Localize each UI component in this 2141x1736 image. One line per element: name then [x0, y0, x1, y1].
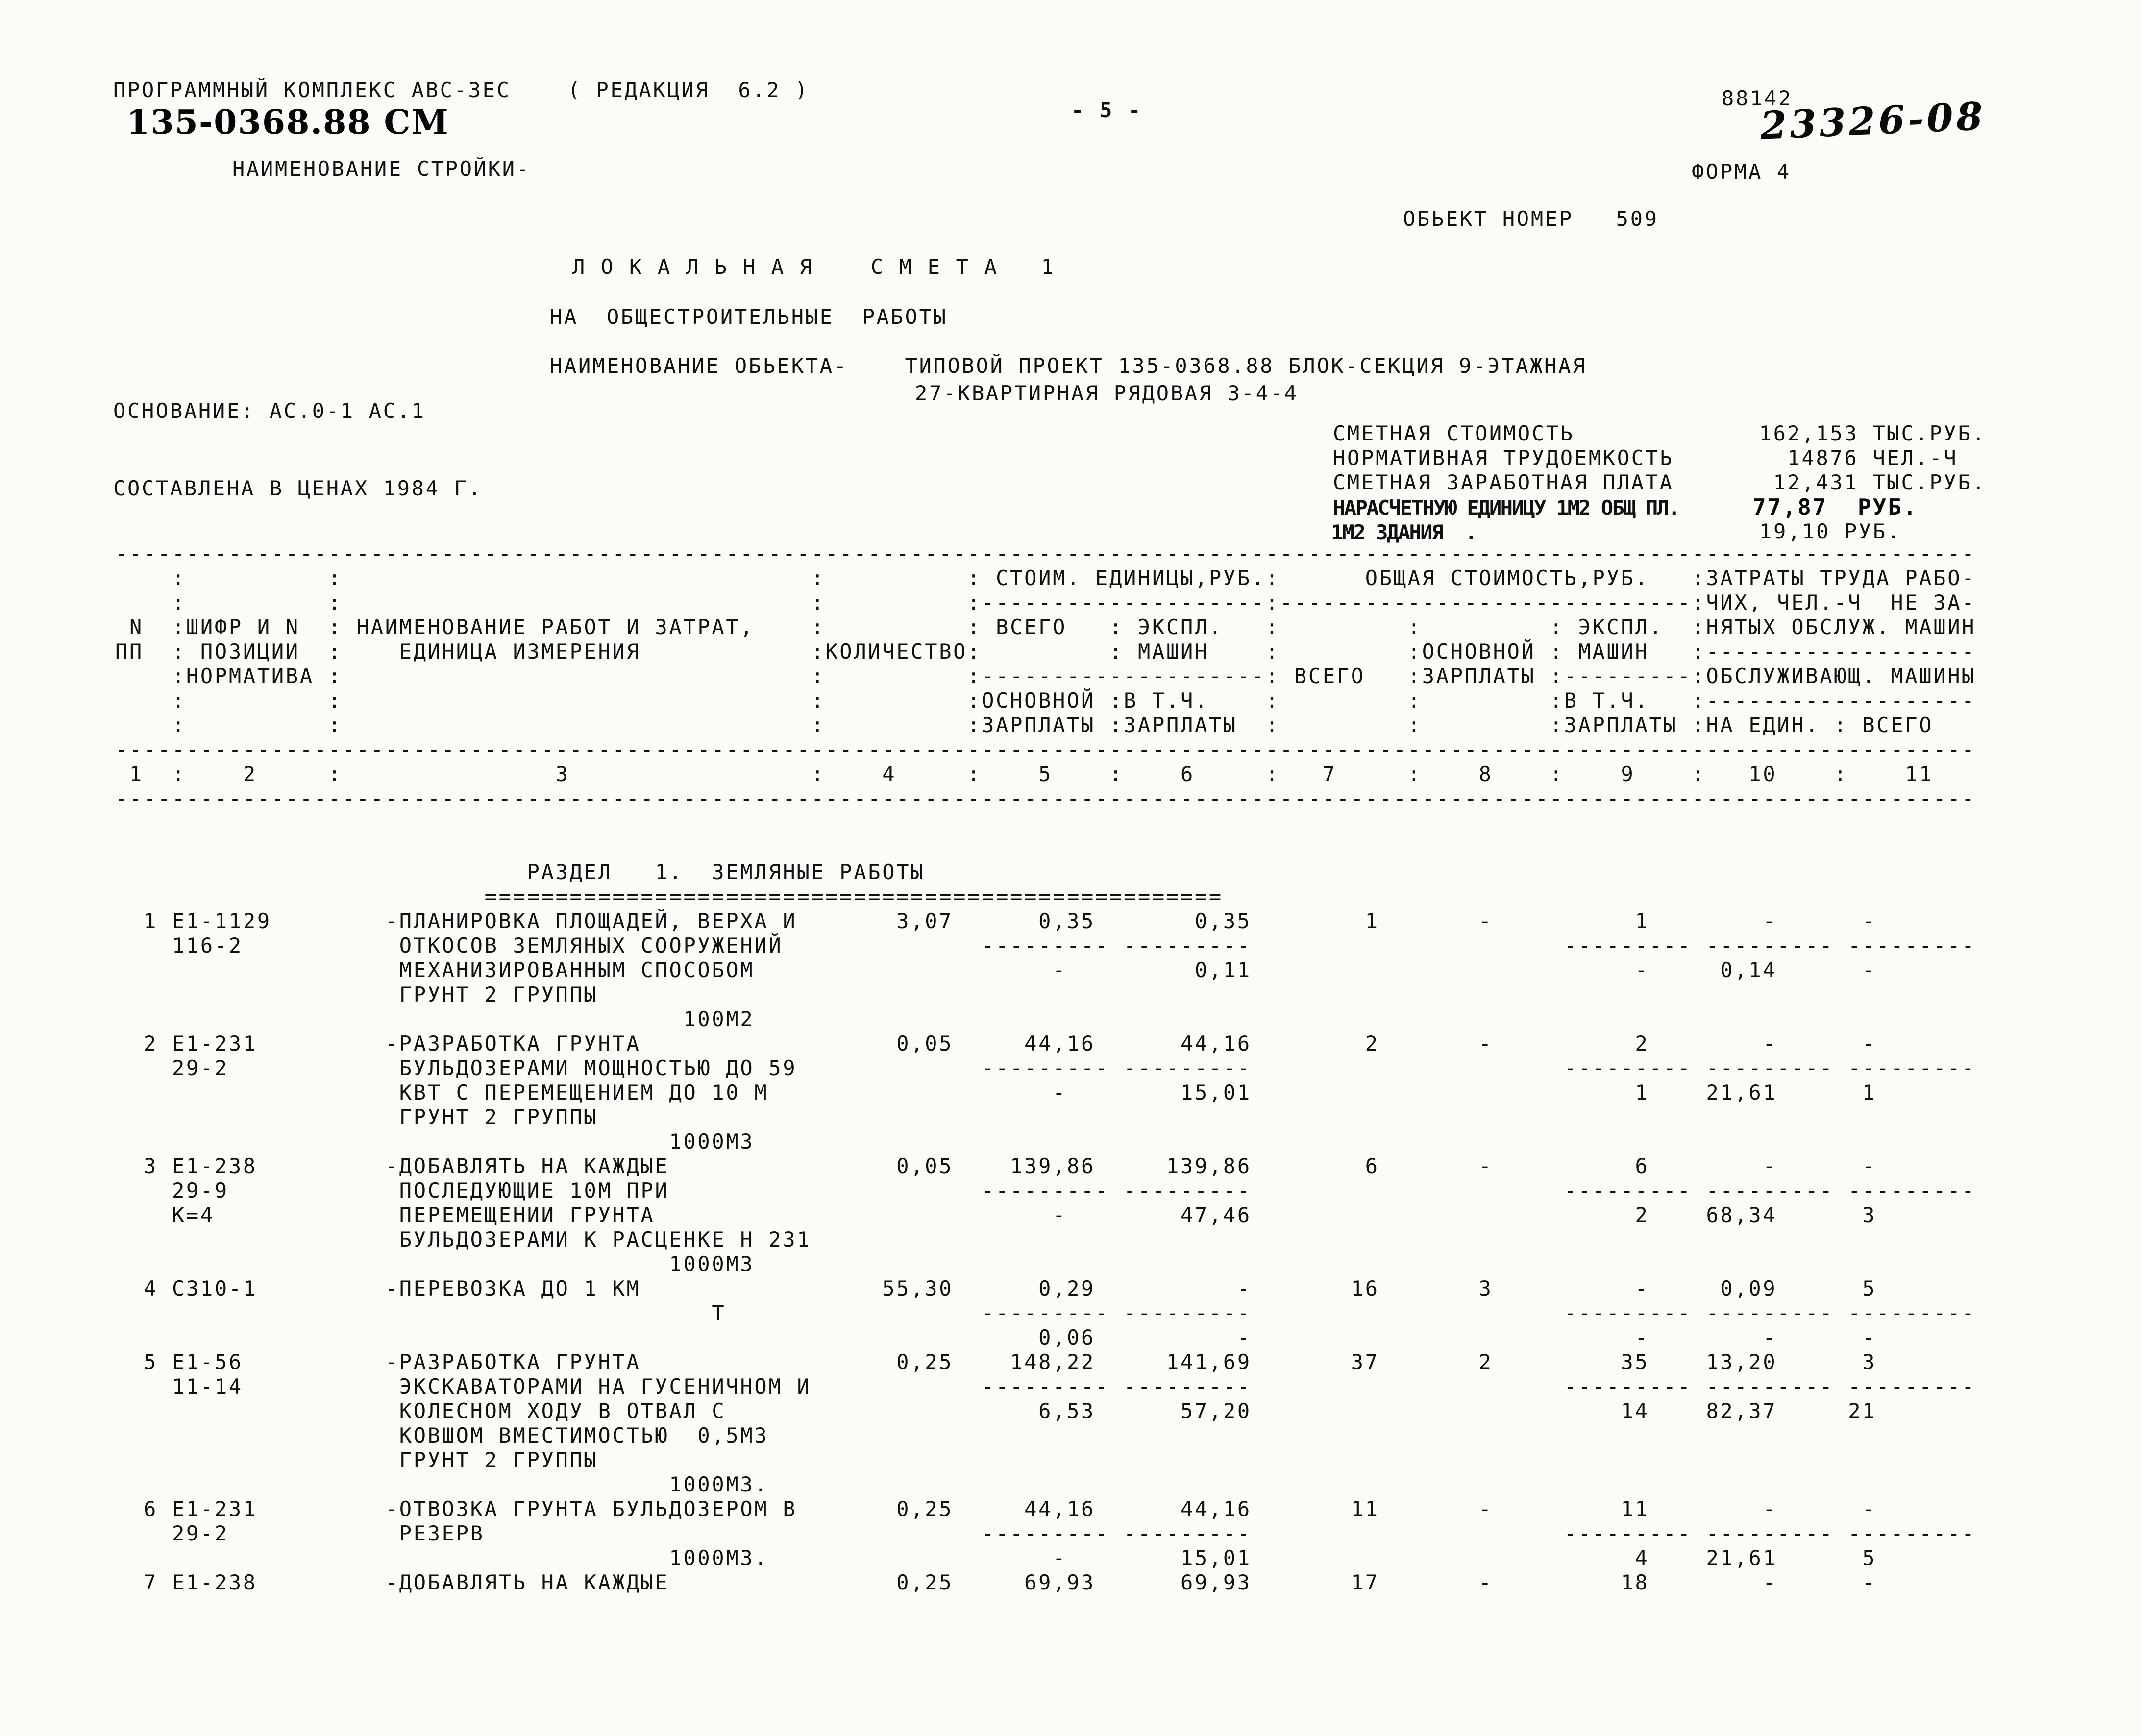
table-line: МЕХАНИЗИРОВАННЫМ СПОСОБОМ - 0,11 - 0,14 …: [115, 958, 1976, 982]
table-line: К=4 ПЕРЕМЕЩЕНИИ ГРУНТА - 47,46 2 68,34 3: [115, 1203, 1976, 1227]
table-line: 29-9 ПОСЛЕДУЮЩИЕ 10М ПРИ --------- -----…: [115, 1178, 1976, 1202]
table-line: ГРУНТ 2 ГРУППЫ: [115, 1105, 1976, 1129]
unit-cost2-value: 19,10 РУБ.: [1759, 519, 1901, 543]
table-line: 1 : 2 : 3 : 4 : 5 : 6 : 7 : 8 : 9 : 10 :…: [115, 762, 1976, 786]
table-line: 5 Е1-56 -РАЗРАБОТКА ГРУНТА 0,25 148,22 1…: [115, 1350, 1976, 1374]
table-line: [115, 835, 1976, 860]
table-line: 4 С310-1 -ПЕРЕВОЗКА ДО 1 КМ 55,30 0,29 -…: [115, 1276, 1976, 1300]
table-line: 0,06 - - - -: [115, 1325, 1976, 1349]
table-line: ----------------------------------------…: [115, 541, 1976, 565]
object-number: ОБЬЕКТ НОМЕР 509: [1403, 207, 1659, 231]
prices-line: СОСТАВЛЕНА В ЦЕНАХ 1984 Г.: [113, 476, 483, 500]
table-line: 116-2 ОТКОСОВ ЗЕМЛЯНЫХ СООРУЖЕНИЙ ------…: [115, 933, 1976, 957]
table-line: 6 Е1-231 -ОТВОЗКА ГРУНТА БУЛЬДОЗЕРОМ В 0…: [115, 1497, 1976, 1521]
table-line: ГРУНТ 2 ГРУППЫ: [115, 1448, 1976, 1472]
table-line: РАЗДЕЛ 1. ЗЕМЛЯНЫЕ РАБОТЫ: [115, 860, 1976, 884]
table-line: :НОРМАТИВА : : :--------------------: ВС…: [115, 664, 1976, 688]
table-line: 3 Е1-238 -ДОБАВЛЯТЬ НА КАЖДЫЕ 0,05 139,8…: [115, 1154, 1976, 1178]
table-line: Т --------- --------- --------- --------…: [115, 1301, 1976, 1325]
table-line: 100М2: [115, 1007, 1976, 1031]
table-line: КОВШОМ ВМЕСТИМОСТЬЮ 0,5М3: [115, 1423, 1976, 1447]
table-line: 29-2 РЕЗЕРВ --------- --------- --------…: [115, 1521, 1976, 1545]
stroyka-label: НАИМЕНОВАНИЕ СТРОЙКИ-: [232, 157, 531, 181]
cost-block: СМЕТНАЯ СТОИМОСТЬ 162,153 ТЫС.РУБ. НОРМА…: [1333, 421, 1986, 495]
table-line: ----------------------------------------…: [115, 786, 1976, 810]
estimate-table: ----------------------------------------…: [115, 541, 1976, 1595]
table-line: : : : :ОСНОВНОЙ :В Т.Ч. : : :В Т.Ч. :---…: [115, 688, 1976, 712]
object-line-1: НАИМЕНОВАНИЕ ОБЬЕКТА- ТИПОВОЙ ПРОЕКТ 135…: [550, 354, 1587, 378]
table-line: 1000М3: [115, 1129, 1976, 1153]
table-line: 11-14 ЭКСКАВАТОРАМИ НА ГУСЕНИЧНОМ И ----…: [115, 1374, 1976, 1398]
table-line: 1000М3. - 15,01 4 21,61 5: [115, 1546, 1976, 1570]
table-line: ГРУНТ 2 ГРУППЫ: [115, 982, 1976, 1006]
doc-code-stamp: 135-0368.88 СМ: [126, 103, 449, 142]
table-line: КОЛЕСНОМ ХОДУ В ОТВАЛ С 6,53 57,20 14 82…: [115, 1399, 1976, 1423]
table-line: 1000М3.: [115, 1472, 1976, 1496]
cost-line: СМЕТНАЯ СТОИМОСТЬ 162,153 ТЫС.РУБ.: [1333, 421, 1987, 445]
unit-cost2-label: 1М2 ЗДАНИЯ .: [1331, 520, 1477, 544]
table-line: 1000М3: [115, 1252, 1976, 1276]
table-line: N :ШИФР И N : НАИМЕНОВАНИЕ РАБОТ И ЗАТРА…: [115, 615, 1976, 639]
table-line: ПП : ПОЗИЦИИ : ЕДИНИЦА ИЗМЕРЕНИЯ :КОЛИЧЕ…: [115, 639, 1976, 663]
page-number: - 5 -: [1071, 98, 1142, 122]
title: Л О К А Л Ь Н А Я С М Е Т А 1: [572, 255, 1056, 279]
table-line: : : : :ЗАРПЛАТЫ :ЗАРПЛАТЫ : : :ЗАРПЛАТЫ …: [115, 713, 1976, 737]
table-line: [115, 811, 1976, 835]
table-line: 1 Е1-1129 -ПЛАНИРОВКА ПЛОЩАДЕЙ, ВЕРХА И …: [115, 909, 1976, 933]
print-number: 88142: [1722, 86, 1793, 110]
table-line: БУЛЬДОЗЕРАМИ К РАСЦЕНКЕ Н 231: [115, 1227, 1976, 1251]
cost-line: СМЕТНАЯ ЗАРАБОТНАЯ ПЛАТА 12,431 ТЫС.РУБ.: [1333, 470, 1987, 494]
basis-line: ОСНОВАНИЕ: АС.0-1 АС.1: [113, 399, 426, 423]
cost-line: НОРМАТИВНАЯ ТРУДОЕМКОСТЬ 14876 ЧЕЛ.-Ч: [1333, 446, 1958, 470]
program-line: ПРОГРАММНЫЙ КОМПЛЕКС АВС-3ЕС ( РЕДАКЦИЯ …: [113, 78, 810, 102]
table-line: 29-2 БУЛЬДОЗЕРАМИ МОЩНОСТЬЮ ДО 59 ------…: [115, 1056, 1976, 1080]
table-line: : : : :--------------------:------------…: [115, 590, 1976, 614]
table-line: 7 Е1-238 -ДОБАВЛЯТЬ НА КАЖДЫЕ 0,25 69,93…: [115, 1570, 1976, 1594]
table-line: ----------------------------------------…: [115, 737, 1976, 761]
table-line: КВТ С ПЕРЕМЕЩЕНИЕМ ДО 10 М - 15,01 1 21,…: [115, 1080, 1976, 1104]
subtitle: НА ОБЩЕСТРОИТЕЛЬНЫЕ РАБОТЫ: [550, 305, 948, 329]
unit-cost-value: 77,87 РУБ.: [1752, 494, 1918, 520]
handwritten-number: 23326-08: [1759, 94, 1987, 148]
table-line: 2 Е1-231 -РАЗРАБОТКА ГРУНТА 0,05 44,16 4…: [115, 1031, 1976, 1055]
unit-cost-label: НАРАСЧЕТНУЮ ЕДИНИЦУ 1М2 ОБЩ ПЛ.: [1333, 496, 1680, 520]
table-line: : : : : СТОИМ. ЕДИНИЦЫ,РУБ.: ОБЩАЯ СТОИМ…: [115, 566, 1976, 590]
form-label: ФОРМА 4: [1692, 160, 1791, 184]
table-line: ========================================…: [115, 884, 1976, 908]
object-line-2: 27-КВАРТИРНАЯ РЯДОВАЯ 3-4-4: [915, 381, 1299, 405]
